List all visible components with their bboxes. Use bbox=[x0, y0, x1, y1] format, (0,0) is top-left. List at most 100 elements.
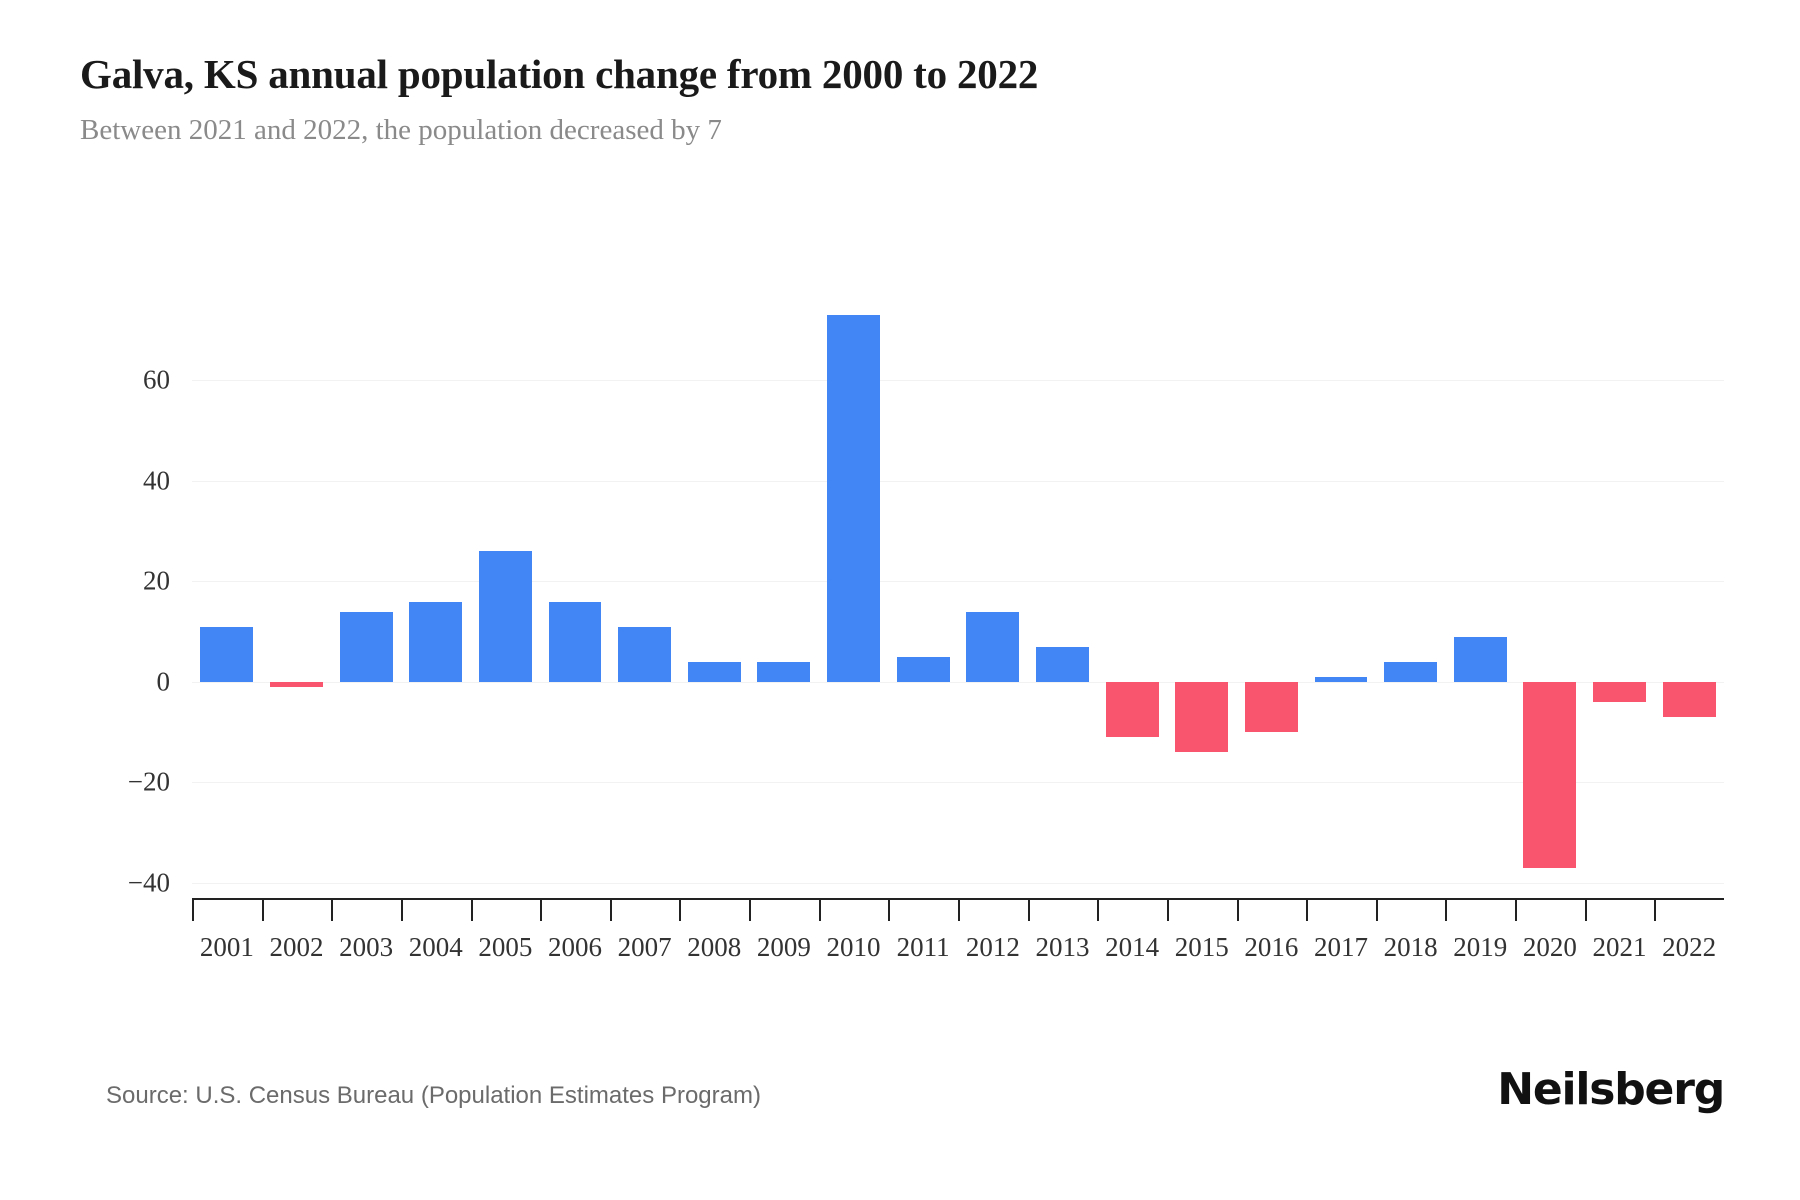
x-axis-tick-label: 2022 bbox=[1662, 932, 1717, 962]
bar-2007[interactable] bbox=[618, 626, 672, 682]
x-axis-tick-label: 2017 bbox=[1314, 932, 1368, 962]
bar-slot bbox=[1585, 300, 1655, 883]
bar-slot bbox=[888, 300, 958, 883]
bar-2004[interactable] bbox=[409, 601, 463, 682]
x-axis-tick-label: 2020 bbox=[1522, 932, 1577, 962]
x-axis-tick bbox=[1236, 899, 1239, 921]
x-axis-tick-label: 2011 bbox=[896, 932, 950, 962]
brand-logo: Neilsberg bbox=[1497, 1064, 1725, 1115]
x-axis-tick bbox=[1515, 899, 1518, 921]
bar-slot bbox=[1167, 300, 1237, 883]
bar-2001[interactable] bbox=[200, 626, 254, 682]
x-axis-tick-label: 2019 bbox=[1453, 932, 1508, 962]
x-axis-tick-label: 2014 bbox=[1105, 932, 1160, 962]
x-axis-tick bbox=[679, 899, 682, 921]
gridline bbox=[192, 581, 1724, 583]
x-axis-tick-label: 2006 bbox=[548, 932, 602, 962]
bar-slot bbox=[1376, 300, 1446, 883]
x-axis-tick bbox=[400, 899, 403, 921]
x-axis-tick bbox=[1027, 899, 1030, 921]
bar-2006[interactable] bbox=[548, 601, 602, 682]
y-axis-tick-label: 0 bbox=[156, 666, 171, 697]
x-axis-tick-label: 2008 bbox=[687, 932, 742, 962]
x-axis-tick-label: 2003 bbox=[339, 932, 394, 962]
gridline bbox=[192, 883, 1724, 884]
x-axis-tick-label: 2016 bbox=[1244, 932, 1299, 962]
bar-2003[interactable] bbox=[339, 611, 393, 682]
x-axis-tick bbox=[1584, 899, 1587, 921]
bar-slot bbox=[401, 300, 471, 883]
bar-slot bbox=[679, 300, 749, 883]
x-axis-tick bbox=[1166, 899, 1169, 921]
x-axis-tick bbox=[1375, 899, 1378, 921]
bar-slot bbox=[1028, 300, 1098, 883]
page-title: Galva, KS annual population change from … bbox=[80, 51, 1039, 97]
bar-slot bbox=[192, 300, 262, 883]
bar-2022[interactable] bbox=[1662, 681, 1716, 718]
bar-slot bbox=[540, 300, 610, 883]
bar-2011[interactable] bbox=[896, 656, 950, 682]
gridline bbox=[192, 380, 1724, 382]
x-axis-tick-label: 2001 bbox=[199, 932, 254, 962]
x-axis-tick bbox=[888, 899, 891, 921]
bar-2018[interactable] bbox=[1384, 661, 1438, 682]
x-axis-tick bbox=[958, 899, 960, 921]
y-axis-tick-label: 60 bbox=[143, 364, 170, 395]
bar-2020[interactable] bbox=[1523, 681, 1577, 868]
bar-slot bbox=[610, 300, 680, 883]
chart-subtitle: Between 2021 and 2022, the population de… bbox=[80, 114, 722, 147]
gridline bbox=[192, 782, 1724, 784]
gridline bbox=[192, 681, 1724, 683]
bar-2014[interactable] bbox=[1105, 681, 1159, 738]
bar-2008[interactable] bbox=[687, 661, 741, 682]
bar-slot bbox=[331, 300, 401, 883]
x-axis-tick bbox=[609, 899, 612, 921]
x-axis-tick-label: 2013 bbox=[1035, 932, 1090, 962]
bar-2010[interactable] bbox=[827, 315, 880, 682]
y-axis-tick-label: −40 bbox=[127, 867, 170, 898]
bar-2015[interactable] bbox=[1175, 681, 1229, 753]
bar-slot bbox=[958, 300, 1028, 883]
bar-slot bbox=[1237, 300, 1307, 883]
x-axis-tick-label: 2005 bbox=[478, 932, 533, 962]
x-axis-tick-label: 2012 bbox=[965, 932, 1020, 962]
bar-2012[interactable] bbox=[966, 611, 1020, 682]
y-axis-tick-label: −20 bbox=[127, 766, 170, 797]
x-axis-tick bbox=[192, 899, 194, 921]
x-axis-tick bbox=[331, 899, 334, 921]
bar-2009[interactable] bbox=[757, 661, 811, 682]
x-axis-tick-label: 2015 bbox=[1174, 932, 1229, 962]
x-axis-tick-label: 2021 bbox=[1592, 932, 1647, 962]
x-axis-tick bbox=[261, 899, 264, 921]
bars-group bbox=[192, 300, 1724, 883]
gridline bbox=[192, 480, 1724, 482]
x-axis-tick-label: 2018 bbox=[1383, 932, 1438, 962]
bar-2021[interactable] bbox=[1593, 681, 1646, 703]
bar-2005[interactable] bbox=[478, 551, 532, 682]
bar-2016[interactable] bbox=[1244, 681, 1298, 733]
x-axis-tick-label: 2010 bbox=[826, 932, 881, 962]
bar-slot bbox=[819, 300, 889, 883]
bar-2017[interactable] bbox=[1314, 676, 1368, 682]
y-axis-tick-label: 40 bbox=[143, 465, 170, 496]
bar-slot bbox=[262, 300, 332, 883]
bar-slot bbox=[749, 300, 819, 883]
bar-2019[interactable] bbox=[1453, 636, 1507, 682]
source-note: Source: U.S. Census Bureau (Population E… bbox=[106, 1082, 761, 1109]
bar-2013[interactable] bbox=[1035, 646, 1089, 682]
x-axis-tick bbox=[818, 899, 821, 921]
x-axis-tick bbox=[540, 899, 543, 921]
bar-2002[interactable] bbox=[269, 681, 323, 687]
x-axis-tick bbox=[1097, 899, 1100, 921]
x-axis-tick bbox=[470, 899, 473, 921]
bar-slot bbox=[1445, 300, 1515, 883]
plot-area: 60 40 20 0 −20 −40 bbox=[128, 300, 1724, 898]
bar-slot bbox=[1515, 300, 1585, 883]
x-axis-tick-label: 2009 bbox=[756, 932, 811, 962]
bar-slot bbox=[1306, 300, 1376, 883]
x-axis-tick bbox=[1445, 899, 1448, 921]
bar-slot bbox=[1097, 300, 1167, 883]
x-axis-tick bbox=[1654, 899, 1657, 921]
